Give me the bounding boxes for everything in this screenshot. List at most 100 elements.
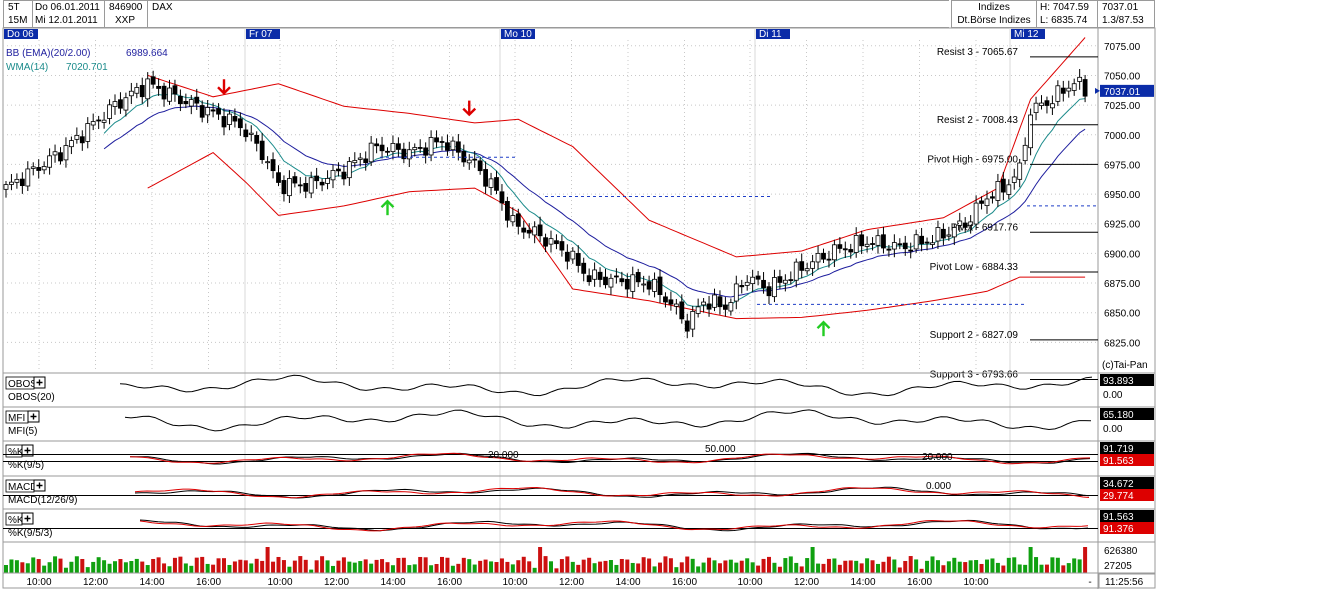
candle-body <box>47 155 52 168</box>
panel-subtitle: MFI(5) <box>8 426 37 437</box>
time-label: 14:00 <box>380 577 405 588</box>
time-label: 12:00 <box>324 577 349 588</box>
volume-bar <box>892 559 897 573</box>
volume-bar <box>25 563 30 573</box>
candle-body <box>657 276 663 296</box>
candle-body <box>962 222 968 228</box>
high-value: H: 7047.59 <box>1040 2 1089 13</box>
volume-bar <box>919 568 924 573</box>
volume-bar <box>674 567 679 573</box>
candle-body <box>303 183 309 192</box>
pivot-level-label: Support 3 - 6793.66 <box>930 370 1019 381</box>
volume-bar <box>608 560 613 573</box>
bb-lower-line <box>147 151 1086 320</box>
candle-body <box>864 243 870 247</box>
volume-bar <box>478 560 483 573</box>
volume-bar <box>881 561 886 573</box>
clock: 11:25:56 <box>1105 577 1144 588</box>
candle-body <box>973 202 979 225</box>
candle-body <box>445 142 450 151</box>
volume-bar <box>390 565 395 573</box>
volume-bar <box>614 564 619 573</box>
signal-line <box>129 452 1091 465</box>
volume-bar <box>532 567 537 573</box>
candle-body <box>586 275 592 283</box>
candle-body <box>761 279 766 289</box>
timeframe-bottom: 15M <box>8 15 28 26</box>
day-label: Di 11 <box>759 29 782 40</box>
volume-bar <box>794 562 799 573</box>
oscillator-line <box>124 409 1092 432</box>
volume-bar <box>450 565 455 573</box>
volume-bar <box>1012 557 1017 573</box>
candle-body <box>510 215 516 223</box>
candle-body <box>614 275 619 278</box>
time-label: 16:00 <box>672 577 697 588</box>
volume-bar <box>816 563 821 573</box>
candle-body <box>352 160 358 164</box>
panel-value: 91.563 <box>1103 512 1134 523</box>
volume-bar <box>20 562 25 573</box>
candle-body <box>412 147 418 151</box>
candle-body <box>494 177 499 191</box>
volume-bar <box>859 563 864 573</box>
candle-body <box>941 228 946 239</box>
category: Indizes <box>978 2 1010 13</box>
pivot-level-label: Pivot - 6917.76 <box>951 222 1019 233</box>
candle-body <box>232 116 238 122</box>
candle-body <box>472 158 478 161</box>
candle-body <box>237 118 243 129</box>
candle-body <box>990 196 995 199</box>
candle-body <box>548 238 554 245</box>
volume-bar <box>843 560 848 573</box>
candle-body <box>832 244 837 261</box>
candle-body <box>1066 87 1072 92</box>
volume-bar <box>134 558 139 573</box>
candle-body <box>194 96 200 104</box>
candle-body <box>286 178 292 197</box>
legend-wma-value: 7020.701 <box>66 62 108 73</box>
candle-body <box>25 168 31 187</box>
candle-body <box>581 262 587 274</box>
plus-icon <box>36 379 43 386</box>
day-label-bg <box>756 29 790 39</box>
volume-bar <box>162 563 167 573</box>
plus-icon <box>36 482 43 489</box>
volume-bar <box>331 565 335 573</box>
volume-bar <box>129 561 134 573</box>
candle-body <box>41 166 47 171</box>
price-change: 1.3/87.53 <box>1102 15 1144 26</box>
day-label-bg <box>1011 29 1045 39</box>
candle-body <box>1017 162 1023 180</box>
candle-body <box>281 180 287 195</box>
candle-body <box>14 178 20 183</box>
volume-bar <box>783 558 788 573</box>
candle-body <box>646 281 652 290</box>
volume-min-label: 27205 <box>1104 561 1132 572</box>
volume-bar <box>914 559 919 573</box>
volume-bar <box>728 559 733 573</box>
panel-name: %K <box>8 515 24 526</box>
y-tick-label: 6950.00 <box>1104 190 1141 201</box>
candle-body <box>368 142 374 163</box>
volume-bar <box>1001 565 1006 573</box>
volume-bar <box>276 556 281 573</box>
candle-body <box>837 244 843 249</box>
panel-value: 34.672 <box>1103 479 1134 490</box>
candle-body <box>243 129 249 138</box>
candle-body <box>668 299 674 305</box>
candle-body <box>488 178 494 188</box>
candle-body <box>799 261 805 271</box>
sell-arrow <box>217 79 231 95</box>
date-to: Mi 12.01.2011 <box>35 15 98 26</box>
time-label: 14:00 <box>615 577 640 588</box>
volume-bar <box>325 560 330 573</box>
panel-value-2: 0.00 <box>1103 424 1123 435</box>
volume-bar <box>527 561 532 573</box>
panel-value-box-red <box>1100 454 1154 466</box>
candle-body <box>630 274 636 292</box>
volume-bar <box>750 562 755 573</box>
candle-body <box>684 320 690 332</box>
chart-frame <box>2 27 1156 589</box>
